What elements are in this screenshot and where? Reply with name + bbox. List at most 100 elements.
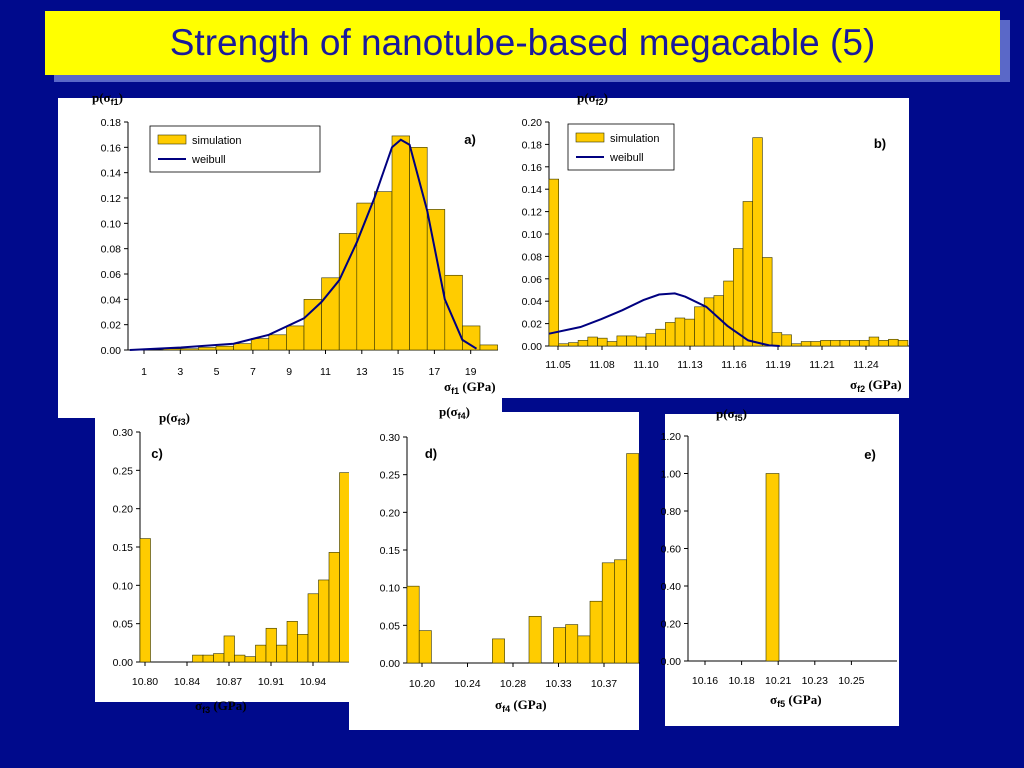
histogram-bar <box>202 654 214 663</box>
weibull-curve <box>129 138 478 351</box>
y-tick-label: 0.00 <box>661 656 682 668</box>
histogram-bar <box>614 559 627 664</box>
histogram-bar <box>601 562 615 664</box>
chart-d: 0.00 0.05 0.10 0.15 0.20 0.25 0.30 10.20 10.24 10… <box>380 432 640 714</box>
histogram-bar <box>548 178 559 347</box>
y-tick-label: 0.15 <box>380 545 401 557</box>
x-tick-label: 11.05 <box>545 359 571 371</box>
legend-box <box>149 125 321 173</box>
histogram-bar <box>318 579 330 663</box>
x-tick-label: 10.16 <box>692 675 718 687</box>
y-tick-label: 0.30 <box>113 427 134 439</box>
y-tick-label: 0.00 <box>380 658 401 670</box>
x-axis-label: σf3 (GPa) <box>195 698 247 715</box>
legend-label-weibull: weibull <box>191 154 226 166</box>
histogram-bar <box>765 473 780 662</box>
legend-box <box>567 123 675 171</box>
legend-label-simulation: simulation <box>192 135 242 147</box>
chart-panel-a: 0.00 0.02 0.04 0.06 0.08 0.10 0.12 0.14 0.16 0.18… <box>58 98 502 418</box>
legend-label-simulation: simulation <box>610 133 660 145</box>
legend-label-weibull: weibull <box>609 152 644 164</box>
histogram-bar <box>528 615 542 664</box>
y-tick-label: 0.06 <box>101 269 122 281</box>
histogram-bar <box>297 634 309 663</box>
chart-b: 0.00 0.02 0.04 0.06 0.08 0.10 0.12 0.14 0.16 0.18… <box>522 117 909 394</box>
histogram-bar <box>265 627 277 663</box>
x-tick-label: 15 <box>392 366 404 378</box>
legend-swatch-simulation <box>157 134 187 145</box>
x-tick-label: 7 <box>250 366 256 378</box>
x-tick-label: 10.91 <box>258 676 284 688</box>
y-tick-label: 0.00 <box>522 341 543 353</box>
x-tick-label: 11.10 <box>633 359 659 371</box>
y-tick-label: 0.10 <box>101 218 122 230</box>
histogram-bar <box>321 277 340 351</box>
chart-panel-c: 0.00 0.05 0.10 0.15 0.20 0.25 0.30 10.80 10.84 10… <box>95 418 365 715</box>
chart-panel-e: 0.00 0.20 0.40 0.60 0.80 1.00 1.20 10.16 10.18 10… <box>661 414 899 726</box>
x-tick-label: 11.19 <box>765 359 791 371</box>
panel-tag: e) <box>864 447 876 462</box>
histogram-bar <box>479 344 498 351</box>
histogram-bar <box>597 337 608 347</box>
histogram-bar <box>645 333 656 347</box>
histogram-bar <box>587 336 598 347</box>
x-tick-label: 17 <box>429 366 441 378</box>
histogram-bar <box>338 233 358 351</box>
x-tick-label: 10.23 <box>802 675 828 687</box>
y-tick-label: 0.02 <box>522 319 543 331</box>
y-tick-label: 0.12 <box>522 207 543 219</box>
histogram-bar <box>374 191 393 351</box>
histogram-bar <box>606 341 618 347</box>
slide-title: Strength of nanotube-based megacable (5) <box>169 22 876 63</box>
y-tick-label: 0.30 <box>380 432 401 444</box>
x-tick-label: 11.16 <box>721 359 747 371</box>
y-tick-label: 0.18 <box>522 139 543 151</box>
y-tick-label: 0.20 <box>661 619 682 631</box>
y-tick-label: 0.16 <box>101 142 122 154</box>
panel-tag: c) <box>151 446 163 461</box>
histogram-bar <box>868 336 880 347</box>
x-tick-label: 11 <box>320 366 331 378</box>
y-tick-label: 0.16 <box>522 162 543 174</box>
y-tick-label: 0.05 <box>380 620 401 632</box>
x-axis-label: σf2 (GPa) <box>850 377 902 394</box>
y-tick-label: 0.08 <box>522 251 543 263</box>
x-axis-label: σf5 (GPa) <box>770 692 822 709</box>
x-tick-label: 10.24 <box>454 678 480 690</box>
histogram-bar <box>492 638 505 664</box>
panel-tag: a) <box>464 132 476 147</box>
x-tick-label: 11.08 <box>589 359 615 371</box>
x-axis-label: σf1 (GPa) <box>444 379 496 396</box>
histogram-bar <box>897 340 909 347</box>
x-axis-label: σf4 (GPa) <box>495 697 547 714</box>
y-tick-label: 0.00 <box>113 657 134 669</box>
histogram-bar <box>418 630 432 664</box>
y-tick-label: 0.25 <box>113 465 134 477</box>
histogram-bar <box>655 328 666 347</box>
histogram-bar <box>328 552 340 663</box>
x-tick-label: 11.13 <box>677 359 703 371</box>
y-tick-label: 0.02 <box>101 320 122 332</box>
y-tick-label: 0.08 <box>101 244 122 256</box>
y-tick-label: 1.20 <box>661 431 682 443</box>
x-tick-label: 10.33 <box>545 678 571 690</box>
histogram-bar <box>568 342 579 347</box>
y-tick-label: 0.20 <box>113 504 134 516</box>
histogram-bar <box>829 340 841 347</box>
histogram-bar <box>565 624 579 664</box>
y-tick-label: 0.25 <box>380 470 401 482</box>
histogram-bar <box>234 654 246 663</box>
x-tick-label: 10.21 <box>765 675 791 687</box>
x-tick-label: 10.25 <box>838 675 864 687</box>
x-tick-label: 5 <box>214 366 220 378</box>
histogram-bar <box>665 322 676 347</box>
y-tick-label: 0.14 <box>522 184 543 196</box>
histogram-bar <box>674 317 686 347</box>
histogram-bar <box>589 600 603 664</box>
x-tick-label: 13 <box>356 366 368 378</box>
y-tick-label: 0.10 <box>113 580 134 592</box>
histogram-bar <box>250 338 270 351</box>
histogram-bar <box>742 201 753 347</box>
histogram-bar <box>307 593 319 663</box>
histogram-bar <box>577 340 589 347</box>
